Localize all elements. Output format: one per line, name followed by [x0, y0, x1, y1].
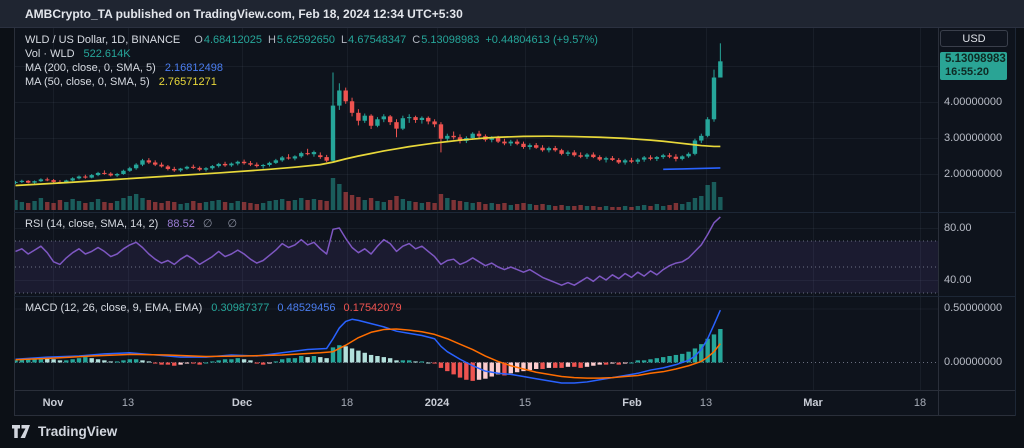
main-legend: WLD / US Dollar, 1D, BINANCE O4.68412025 H…	[25, 33, 598, 89]
currency-toggle-usd[interactable]: USD	[940, 30, 1008, 47]
scale-label: 4.00000000	[944, 96, 1003, 108]
rsi-label[interactable]: RSI (14, close, SMA, 14, 2)	[25, 218, 159, 230]
attribution-bar: AMBCrypto_TA published on TradingView.co…	[0, 0, 1024, 28]
tradingview-wordmark[interactable]: TradingView	[38, 423, 118, 439]
symbol-legend-row: WLD / US Dollar, 1D, BINANCE O4.68412025 H…	[25, 33, 598, 47]
high-value: 5.62592650	[276, 34, 336, 46]
close-value: 5.13098983	[421, 34, 480, 46]
volume-legend-row: Vol · WLD 522.614K	[25, 47, 598, 61]
open-value: 4.68412025	[203, 34, 262, 46]
low-value: 4.67548347	[348, 34, 407, 46]
scale-label: 0.50000000	[944, 302, 1003, 314]
last-price-badge: 5.13098983 16:55:20	[940, 52, 1007, 80]
last-price-value: 5.13098983	[945, 53, 1006, 65]
ma200-value: 2.16812498	[164, 62, 223, 74]
time-tick-label: Nov	[42, 397, 64, 409]
footer-brand: TradingView	[12, 421, 117, 441]
volume-value: 522.614K	[83, 48, 131, 60]
macd-signal-value: 0.17542079	[343, 302, 402, 314]
rsi-hidden-values: ∅ ∅	[202, 218, 244, 230]
attribution-text: AMBCrypto_TA published on TradingView.co…	[25, 7, 463, 21]
ma200-label[interactable]: MA (200, close, 0, SMA, 5)	[25, 62, 156, 74]
chart-background	[14, 28, 1015, 416]
time-tick-label: 13	[699, 397, 713, 409]
tradingview-logo[interactable]	[12, 424, 31, 439]
bar-countdown: 16:55:20	[945, 66, 990, 78]
rsi-legend: RSI (14, close, SMA, 14, 2) 88.52 ∅ ∅	[25, 217, 243, 231]
time-tick-label: 2024	[424, 397, 450, 409]
symbol-title[interactable]: WLD / US Dollar, 1D, BINANCE	[25, 34, 181, 46]
scale-label: 80.00	[944, 222, 972, 234]
macd-legend: MACD (12, 26, close, 9, EMA, EMA) 0.30987…	[25, 301, 402, 315]
time-tick-label: Dec	[231, 397, 253, 409]
time-tick-label: 13	[121, 397, 135, 409]
macd-hist-value: 0.30987377	[211, 302, 270, 314]
ma50-legend-row: MA (50, close, 0, SMA, 5) 2.76571271	[25, 75, 598, 89]
ma50-label[interactable]: MA (50, close, 0, SMA, 5)	[25, 76, 150, 88]
rsi-value: 88.52	[167, 218, 195, 230]
macd-line-value: 0.48529456	[277, 302, 336, 314]
scale-label: 40.00	[944, 274, 972, 286]
time-tick-label: 15	[518, 397, 532, 409]
time-tick-label: 18	[340, 397, 354, 409]
open-label: O	[194, 34, 203, 46]
macd-label[interactable]: MACD (12, 26, close, 9, EMA, EMA)	[25, 302, 203, 314]
time-tick-label: Mar	[803, 397, 823, 409]
low-label: L	[341, 34, 348, 46]
ma200-legend-row: MA (200, close, 0, SMA, 5) 2.16812498	[25, 61, 598, 75]
scale-label: 0.00000000	[944, 356, 1003, 368]
high-label: H	[267, 34, 276, 46]
scale-label: 3.00000000	[944, 132, 1003, 144]
close-label: C	[412, 34, 421, 46]
ma50-value: 2.76571271	[158, 76, 217, 88]
scale-label: 2.00000000	[944, 168, 1003, 180]
time-tick-label: 18	[913, 397, 927, 409]
change-value: +0.44804613 (+9.57%)	[485, 34, 598, 46]
volume-label[interactable]: Vol · WLD	[25, 48, 75, 60]
time-tick-label: Feb	[622, 397, 642, 409]
